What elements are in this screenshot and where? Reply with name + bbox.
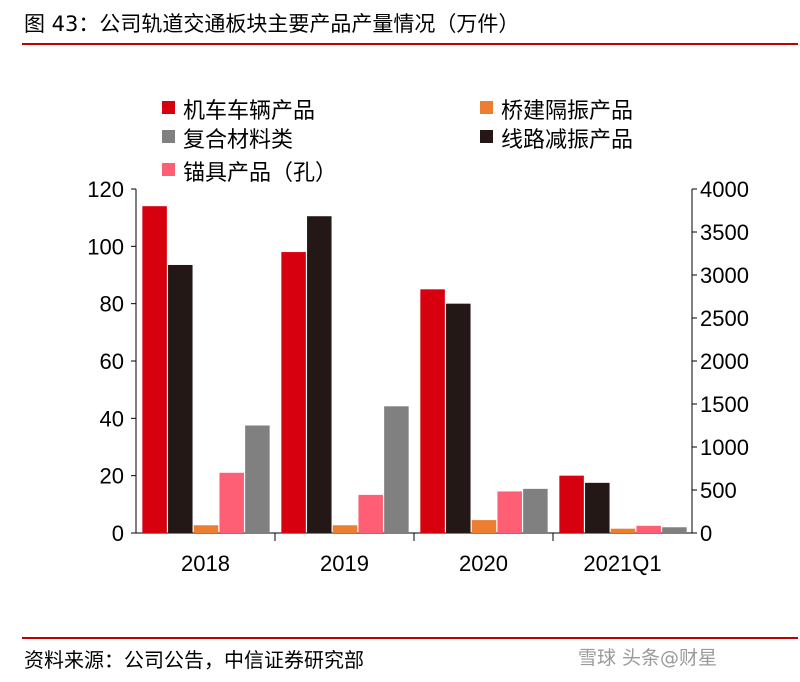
legend-swatch	[162, 101, 175, 114]
bar	[610, 528, 636, 533]
legend-swatch	[480, 101, 493, 114]
legend-label: 桥建隔振产品	[501, 98, 633, 123]
bar	[384, 406, 409, 533]
legend-swatch	[162, 130, 175, 143]
x-tick-label: 2020	[459, 551, 508, 576]
bar	[281, 252, 306, 534]
bar	[585, 482, 610, 533]
left-tick-label: 120	[87, 177, 124, 202]
legend-label: 复合材料类	[183, 127, 293, 152]
legend-swatch	[480, 130, 493, 143]
source-note: 资料来源：公司公告，中信证券研究部	[24, 648, 364, 672]
bar	[471, 520, 497, 533]
bar	[168, 264, 193, 533]
bar	[523, 488, 548, 533]
left-tick-label: 40	[100, 406, 124, 431]
legend-label: 线路减振产品	[501, 127, 633, 152]
bar	[245, 425, 270, 533]
source-divider	[22, 637, 798, 639]
bar	[497, 491, 522, 533]
bars	[142, 206, 687, 534]
right-tick-label: 2000	[700, 349, 749, 374]
bar	[193, 525, 219, 533]
bar	[307, 216, 332, 533]
legend-swatch	[162, 163, 175, 176]
left-tick-label: 100	[87, 234, 124, 259]
figure-title: 图 43：公司轨道交通板块主要产品产量情况（万件）	[24, 12, 520, 36]
bar	[420, 289, 445, 533]
bar	[636, 525, 661, 533]
bar	[662, 527, 687, 533]
left-tick-label: 80	[100, 292, 124, 317]
legend-label: 机车车辆产品	[183, 98, 315, 123]
right-tick-label: 2500	[700, 306, 749, 331]
right-tick-label: 1500	[700, 392, 749, 417]
title-divider	[22, 43, 798, 45]
left-tick-label: 20	[100, 464, 124, 489]
x-tick-label: 2021Q1	[583, 551, 661, 576]
right-tick-label: 0	[700, 521, 712, 546]
bar	[446, 303, 471, 533]
right-tick-label: 500	[700, 478, 737, 503]
axes: 0 20 40 60 80 100 120 0 500 1000 1500 2000 2500 3000 3…	[87, 177, 749, 576]
x-tick-label: 2018	[181, 551, 230, 576]
right-tick-label: 1000	[700, 435, 749, 460]
right-tick-label: 3500	[700, 220, 749, 245]
left-tick-label: 60	[100, 349, 124, 374]
bar	[219, 472, 244, 533]
left-tick-label: 0	[112, 521, 124, 546]
bar	[142, 206, 167, 533]
x-tick-label: 2019	[320, 551, 369, 576]
watermark: 雪球 头条@财星	[578, 647, 718, 669]
bar	[358, 494, 383, 533]
right-tick-label: 4000	[700, 177, 749, 202]
bar	[559, 475, 584, 533]
legend-label: 锚具产品（孔）	[183, 160, 337, 185]
right-tick-label: 3000	[700, 263, 749, 288]
bar	[332, 525, 358, 533]
